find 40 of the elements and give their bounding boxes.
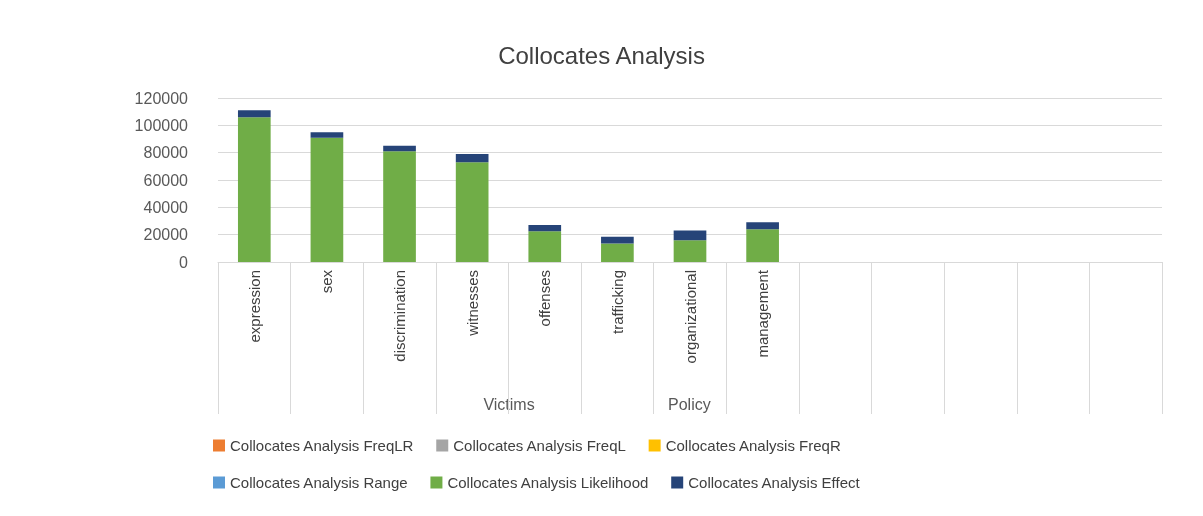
bar [383,145,416,152]
x-tick-label: organizational [681,270,699,364]
x-tick-label: sex [318,269,336,294]
x-tick-label: offenses [536,270,554,327]
bar [237,117,271,262]
chart-title: Collocates Analysis [498,41,705,69]
bar [455,162,489,262]
legend-label: Collocates Analysis Effect [688,474,861,491]
legend-label: Collocates Analysis Range [230,474,408,491]
x-tick-label: expression [245,270,263,343]
y-tick-label: 0 [179,253,189,271]
y-tick-label: 60000 [143,171,189,189]
x-tick-label: management [754,269,772,358]
y-tick-label: 120000 [134,89,189,107]
legend-label: Collocates Analysis FreqLR [230,437,414,454]
bar [528,231,562,262]
text: Victims [483,395,535,413]
bar [673,230,707,241]
y-tick-label: 100000 [134,116,189,134]
text: Policy [668,395,711,413]
bar [310,132,344,138]
bar [528,225,562,232]
y-tick-label: 40000 [143,198,189,216]
legend-label: Collocates Analysis FreqL [453,437,626,454]
bar [383,151,416,262]
bar [746,229,779,262]
x-tick-label: trafficking [608,270,626,334]
legend-label: Collocates Analysis FreqR [665,437,841,454]
bar [673,240,707,262]
y-tick-label: 20000 [143,226,189,244]
bar [310,137,344,262]
bar [455,154,489,163]
y-tick-label: 80000 [143,144,189,162]
bar [746,222,779,230]
bar [601,243,634,262]
bar [237,110,271,118]
x-tick-label: witnesses [463,270,481,337]
x-tick-label: discrimination [391,270,409,362]
legend-label: Collocates Analysis Likelihood [447,474,649,491]
bar [601,236,634,244]
